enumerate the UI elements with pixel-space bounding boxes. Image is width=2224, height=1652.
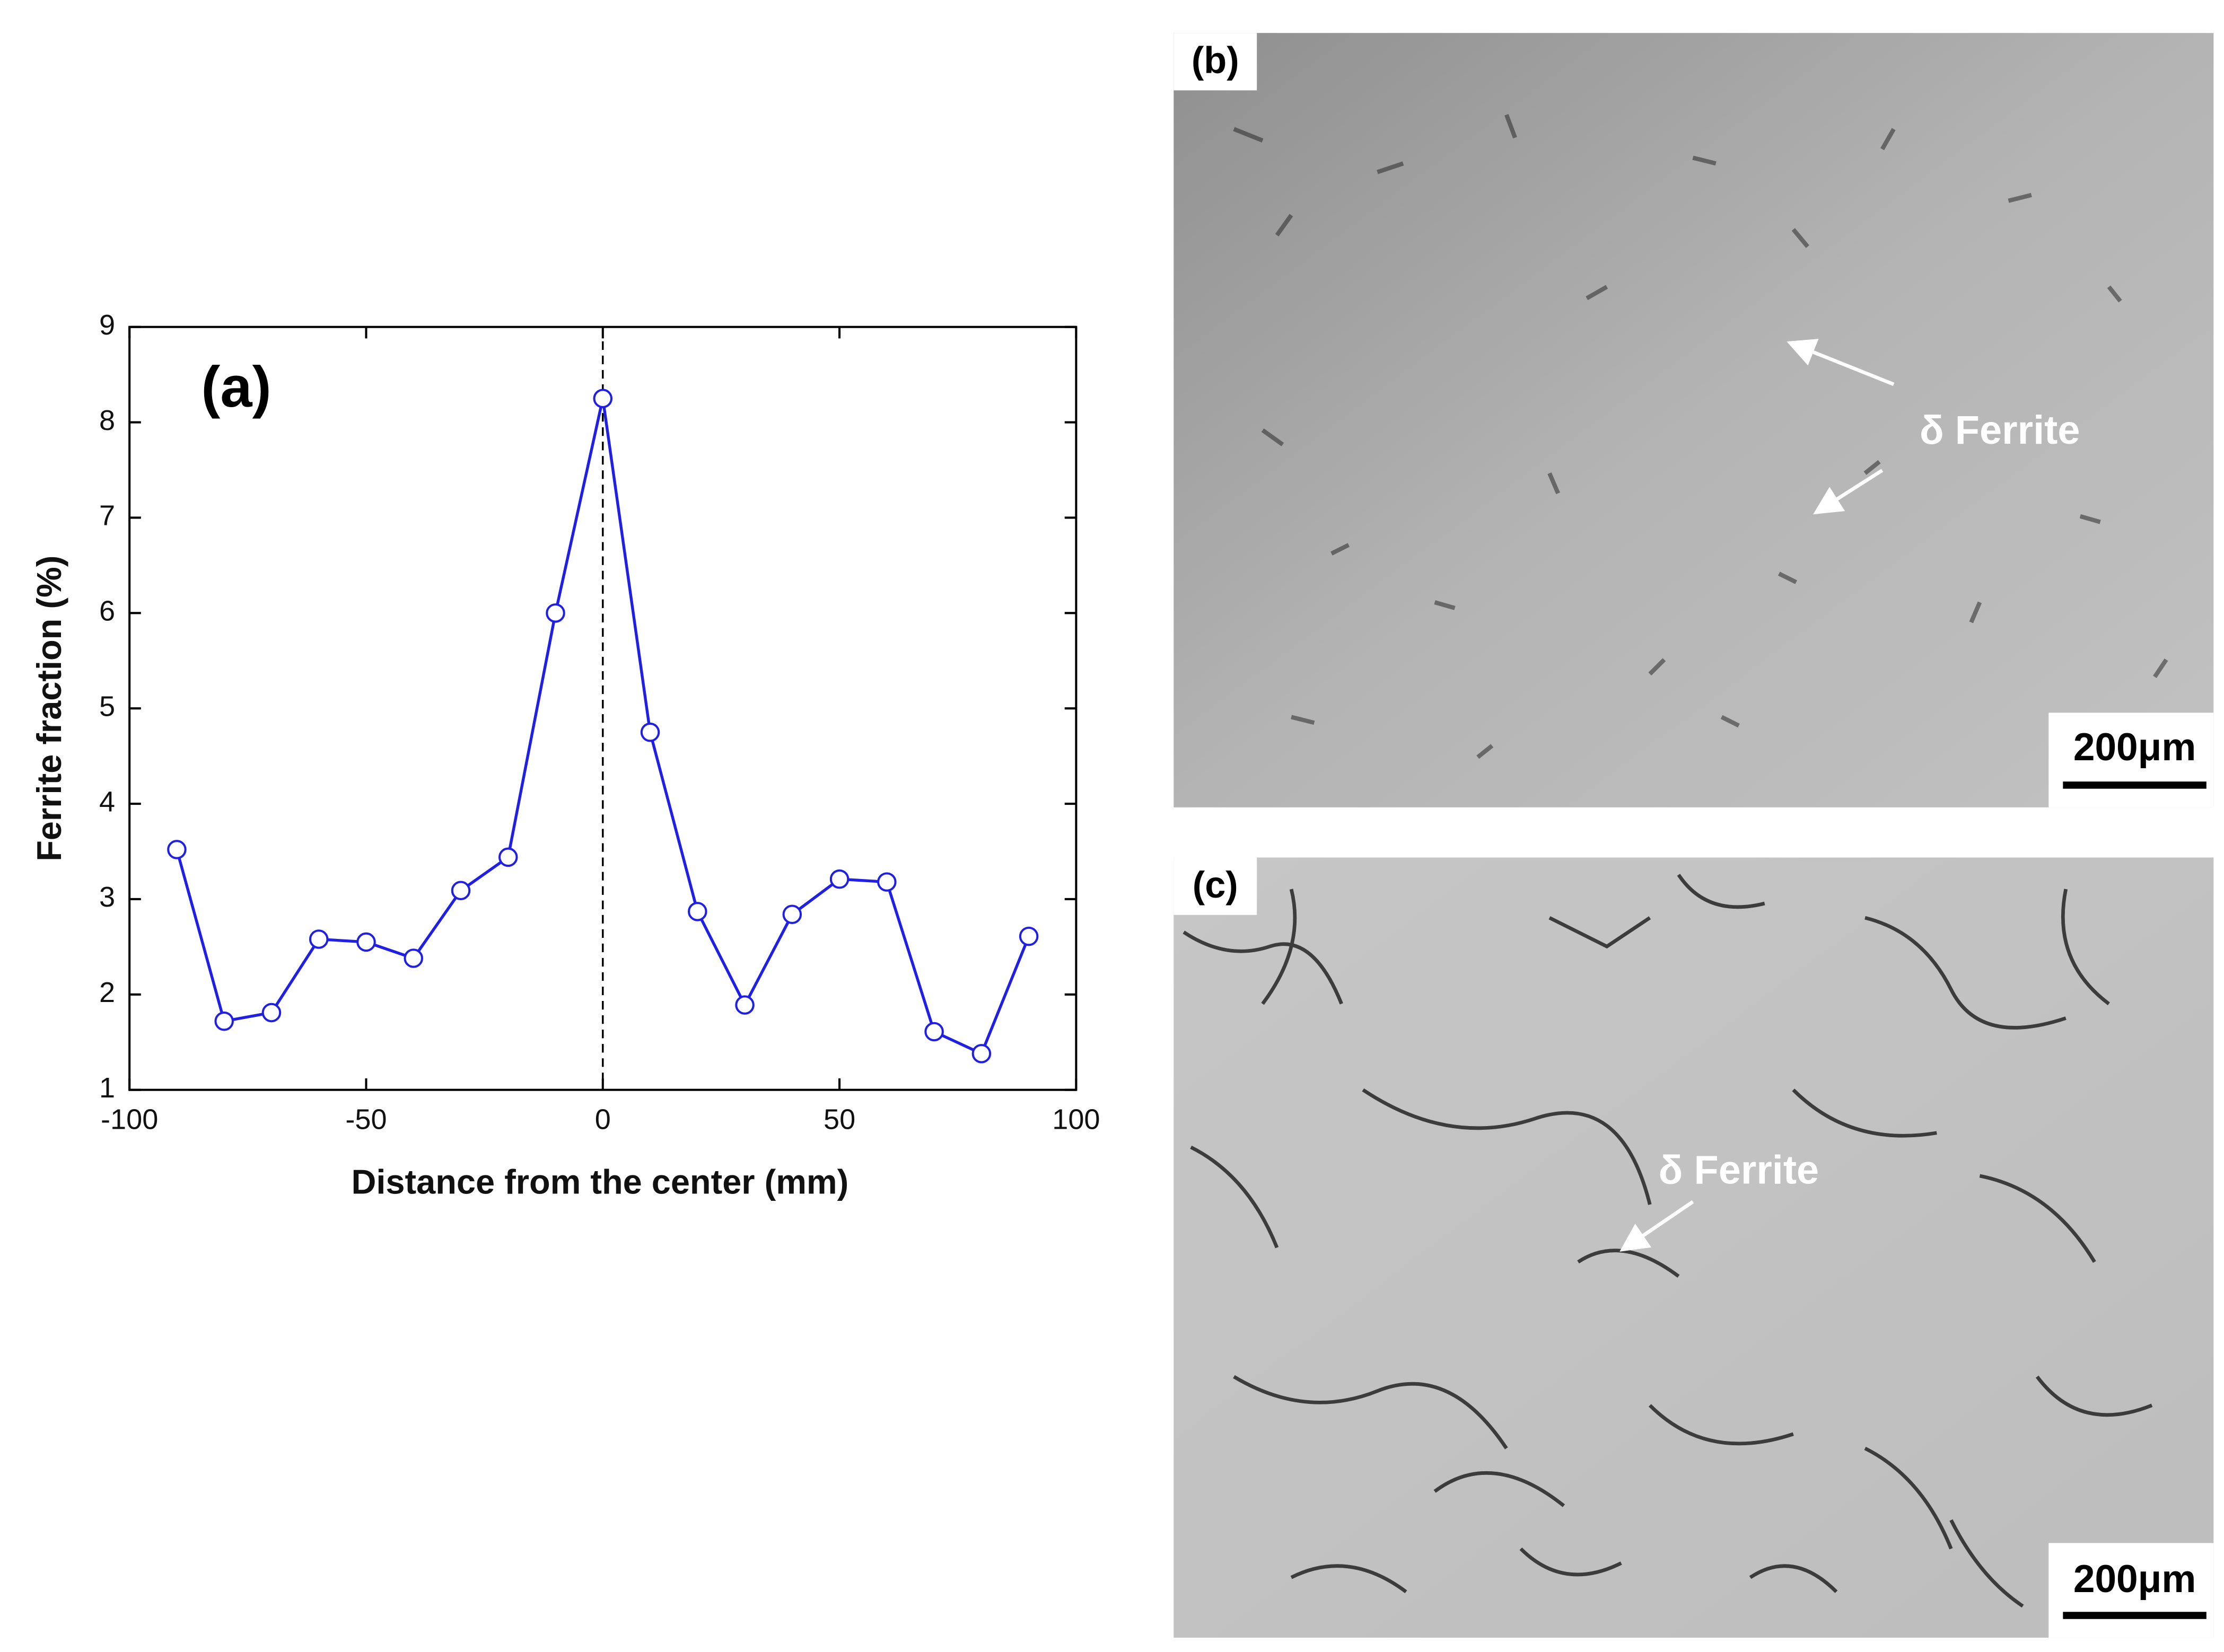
data-point — [498, 847, 518, 867]
scale-bar-label: 200μm — [2073, 726, 2196, 769]
y-axis-title: Ferrite fraction (%) — [30, 556, 68, 862]
data-point — [167, 840, 187, 859]
label-box — [1174, 33, 1257, 91]
y-tick-label: 5 — [99, 690, 115, 722]
x-tick-label: 0 — [595, 1103, 611, 1135]
y-tick-label: 8 — [99, 405, 115, 436]
panel-label: (b) — [1192, 39, 1239, 81]
data-point — [924, 1022, 944, 1042]
y-tick-label: 7 — [99, 500, 115, 532]
chart: (a) Distance from the center (mm) Ferrit… — [30, 309, 1100, 1201]
scale-bar — [2063, 1612, 2207, 1619]
data-point — [640, 722, 660, 742]
data-point — [593, 389, 613, 408]
x-tick-label: 100 — [1052, 1103, 1100, 1135]
scale-bar — [2063, 781, 2207, 789]
data-point — [735, 995, 755, 1015]
data-point — [688, 902, 707, 921]
data-point — [404, 948, 423, 968]
arrow — [1813, 469, 1884, 515]
data-point — [1019, 926, 1039, 946]
y-tick-label: 4 — [99, 786, 115, 818]
data-point — [782, 904, 802, 924]
y-tick-label: 6 — [99, 595, 115, 627]
micrograph-b: (b) δ Ferrite 200μm — [1174, 33, 2214, 807]
annotation: δ Ferrite — [1659, 1148, 1819, 1193]
micrograph-image — [1174, 33, 2214, 807]
y-tick-label: 9 — [99, 309, 115, 341]
label-box — [1174, 857, 1257, 915]
x-axis-title: Distance from the center (mm) — [351, 1162, 848, 1201]
data-point — [214, 1011, 234, 1031]
data-point — [451, 881, 471, 901]
panel-label: (a) — [201, 355, 271, 419]
texture — [1233, 113, 2168, 759]
scale-bar-label: 200μm — [2073, 1558, 2196, 1601]
scale-bar-box — [2048, 1543, 2214, 1638]
arrow — [1787, 339, 1895, 386]
y-tick-label: 3 — [99, 881, 115, 913]
x-tick-label: 50 — [824, 1103, 855, 1135]
data-point — [261, 1003, 282, 1023]
x-tick-label: -100 — [101, 1103, 158, 1135]
data-point — [829, 869, 850, 889]
data-point — [546, 603, 565, 623]
annotation: δ Ferrite — [1920, 408, 2080, 453]
arrow — [1619, 1200, 1694, 1252]
panel-label: (c) — [1193, 864, 1238, 906]
data-point — [971, 1044, 992, 1064]
micrograph-c: (c) δ Ferrite 200μm — [1174, 857, 2214, 1638]
x-tick-label: -50 — [345, 1103, 387, 1135]
data-point — [309, 929, 329, 949]
scale-bar-box — [2048, 713, 2214, 807]
y-tick-label: 2 — [99, 977, 115, 1008]
data-line — [175, 398, 1030, 1056]
y-tick-label: 1 — [99, 1072, 115, 1104]
data-point — [877, 872, 897, 892]
data-point — [356, 932, 376, 952]
micrograph-image — [1174, 857, 2214, 1638]
